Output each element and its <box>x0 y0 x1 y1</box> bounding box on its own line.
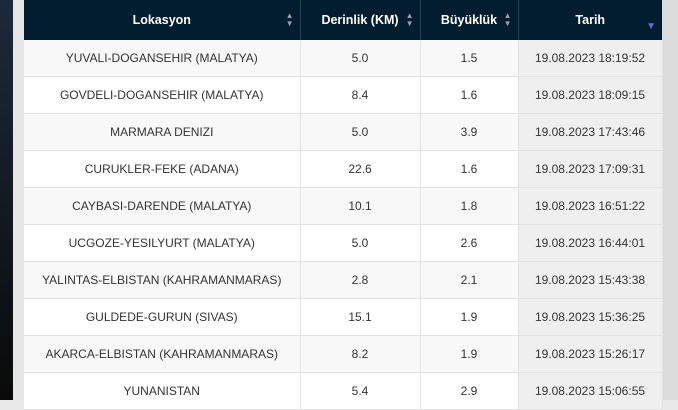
sort-both-icon[interactable]: ▲ ▼ <box>405 11 414 28</box>
table-row[interactable]: GULDEDE-GURUN (SIVAS) 15.1 1.9 19.08.2023 1… <box>24 298 663 336</box>
cell-lokasyon: CAYBASI-DARENDE (MALATYA) <box>24 187 301 225</box>
cell-derinlik: 2.8 <box>300 261 421 299</box>
cell-lokasyon: MARMARA DENIZI <box>24 113 301 151</box>
cell-tarih: 19.08.2023 17:43:46 <box>518 113 663 151</box>
cell-buyukluk: 2.1 <box>420 261 519 299</box>
cell-lokasyon: AKARCA-ELBISTAN (KAHRAMANMARAS) <box>24 335 301 373</box>
cell-derinlik: 5.0 <box>300 40 421 77</box>
cell-tarih: 19.08.2023 18:19:52 <box>518 40 663 77</box>
table-row[interactable]: UCGOZE-YESILYURT (MALATYA) 5.0 2.6 19.08.20… <box>24 224 663 262</box>
sort-both-icon[interactable]: ▲ ▼ <box>503 11 512 28</box>
cell-tarih: 19.08.2023 15:06:55 <box>518 372 663 410</box>
cell-buyukluk: 1.6 <box>420 76 519 114</box>
right-gutter <box>662 0 678 400</box>
sort-both-icon[interactable]: ▲ ▼ <box>285 11 294 28</box>
left-gutter <box>13 0 24 400</box>
left-sidebar-edge <box>0 0 13 400</box>
earthquake-table: Lokasyon ▲ ▼ Derinlik (KM) ▲ ▼ Büyüklük ▲ ▼ Tarih… <box>24 0 663 410</box>
cell-lokasyon: YALINTAS-ELBISTAN (KAHRAMANMARAS) <box>24 261 301 299</box>
column-header-derinlik[interactable]: Derinlik (KM) ▲ ▼ <box>300 0 421 40</box>
table-row[interactable]: YALINTAS-ELBISTAN (KAHRAMANMARAS) 2.8 2.1 1… <box>24 261 663 299</box>
cell-lokasyon: UCGOZE-YESILYURT (MALATYA) <box>24 224 301 262</box>
cell-lokasyon: GOVDELI-DOGANSEHIR (MALATYA) <box>24 76 301 114</box>
cell-buyukluk: 3.9 <box>420 113 519 151</box>
column-header-buyukluk[interactable]: Büyüklük ▲ ▼ <box>420 0 519 40</box>
cell-lokasyon: GULDEDE-GURUN (SIVAS) <box>24 298 301 336</box>
cell-derinlik: 5.4 <box>300 372 421 410</box>
cell-tarih: 19.08.2023 16:51:22 <box>518 187 663 225</box>
column-header-label: Büyüklük <box>440 13 498 27</box>
table-row[interactable]: YUNANISTAN 5.4 2.9 19.08.2023 15:06:55 <box>24 372 663 410</box>
cell-lokasyon: CURUKLER-FEKE (ADANA) <box>24 150 301 188</box>
cell-derinlik: 8.2 <box>300 335 421 373</box>
cell-lokasyon: YUNANISTAN <box>24 372 301 410</box>
column-header-label: Tarih <box>575 13 606 27</box>
table-row[interactable]: CAYBASI-DARENDE (MALATYA) 10.1 1.8 19.08.20… <box>24 187 663 225</box>
cell-buyukluk: 2.9 <box>420 372 519 410</box>
cell-buyukluk: 1.5 <box>420 40 519 77</box>
cell-derinlik: 5.0 <box>300 224 421 262</box>
cell-buyukluk: 1.8 <box>420 187 519 225</box>
cell-buyukluk: 1.9 <box>420 298 519 336</box>
cell-tarih: 19.08.2023 15:36:25 <box>518 298 663 336</box>
cell-derinlik: 5.0 <box>300 113 421 151</box>
cell-buyukluk: 1.9 <box>420 335 519 373</box>
table-row[interactable]: GOVDELI-DOGANSEHIR (MALATYA) 8.4 1.6 19.08.… <box>24 76 663 114</box>
cell-tarih: 19.08.2023 16:44:01 <box>518 224 663 262</box>
sort-descending-icon[interactable]: ▼ <box>646 21 656 32</box>
column-header-tarih[interactable]: Tarih ▼ <box>518 0 662 40</box>
column-header-label: Derinlik (KM) <box>321 13 399 27</box>
cell-derinlik: 15.1 <box>300 298 421 336</box>
cell-tarih: 19.08.2023 17:09:31 <box>518 150 663 188</box>
table-row[interactable]: MARMARA DENIZI 5.0 3.9 19.08.2023 17:43:46 <box>24 113 663 151</box>
cell-tarih: 19.08.2023 15:26:17 <box>518 335 663 373</box>
cell-derinlik: 22.6 <box>300 150 421 188</box>
table-row[interactable]: YUVALI-DOGANSEHIR (MALATYA) 5.0 1.5 19.08.2… <box>24 40 663 77</box>
cell-derinlik: 8.4 <box>300 76 421 114</box>
column-header-lokasyon[interactable]: Lokasyon ▲ ▼ <box>24 0 301 40</box>
column-header-label: Lokasyon <box>132 13 191 27</box>
table-row[interactable]: AKARCA-ELBISTAN (KAHRAMANMARAS) 8.2 1.9 19.… <box>24 335 663 373</box>
cell-buyukluk: 2.6 <box>420 224 519 262</box>
cell-buyukluk: 1.6 <box>420 150 519 188</box>
cell-lokasyon: YUVALI-DOGANSEHIR (MALATYA) <box>24 40 301 77</box>
cell-derinlik: 10.1 <box>300 187 421 225</box>
table-row[interactable]: CURUKLER-FEKE (ADANA) 22.6 1.6 19.08.2023 1… <box>24 150 663 188</box>
cell-tarih: 19.08.2023 15:43:38 <box>518 261 663 299</box>
cell-tarih: 19.08.2023 18:09:15 <box>518 76 663 114</box>
